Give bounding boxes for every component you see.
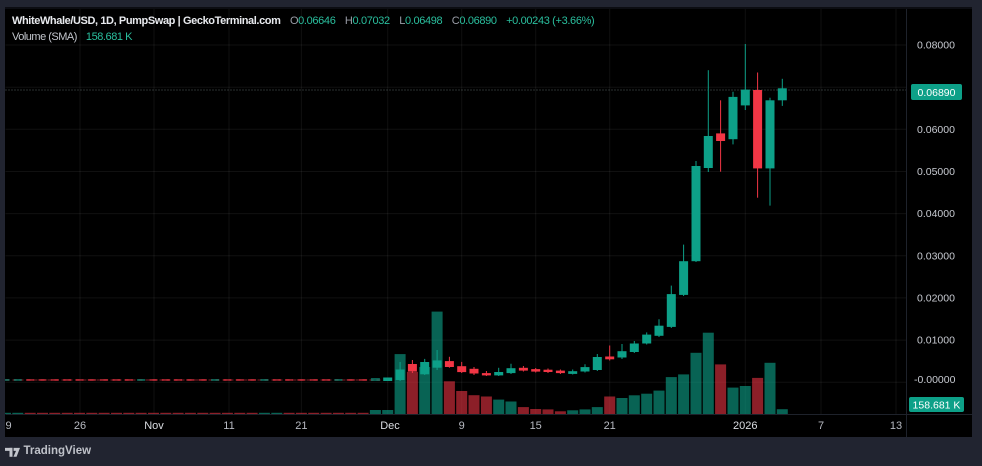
svg-text:0.01000: 0.01000 [917,335,955,347]
svg-text:11: 11 [223,420,234,432]
svg-text:0.06000: 0.06000 [917,124,955,136]
svg-text:0.08000: 0.08000 [917,40,955,52]
svg-text:9: 9 [5,420,11,432]
svg-text:0.04000: 0.04000 [917,208,955,220]
svg-text:15: 15 [530,420,542,432]
svg-text:21: 21 [604,420,616,432]
svg-text:158.681 K: 158.681 K [913,399,961,411]
svg-text:0.06890: 0.06890 [918,87,956,99]
svg-text:-0.00000: -0.00000 [914,374,956,386]
svg-text:21: 21 [295,420,307,432]
svg-text:13: 13 [890,420,902,432]
svg-text:0.03000: 0.03000 [917,250,955,262]
svg-text:2026: 2026 [733,420,757,432]
svg-text:0.05000: 0.05000 [917,166,955,178]
svg-text:9: 9 [459,420,465,432]
svg-text:Dec: Dec [380,420,400,432]
svg-text:0.02000: 0.02000 [917,293,955,305]
svg-text:Nov: Nov [144,420,164,432]
svg-text:7: 7 [818,420,824,432]
svg-text:26: 26 [74,420,86,432]
